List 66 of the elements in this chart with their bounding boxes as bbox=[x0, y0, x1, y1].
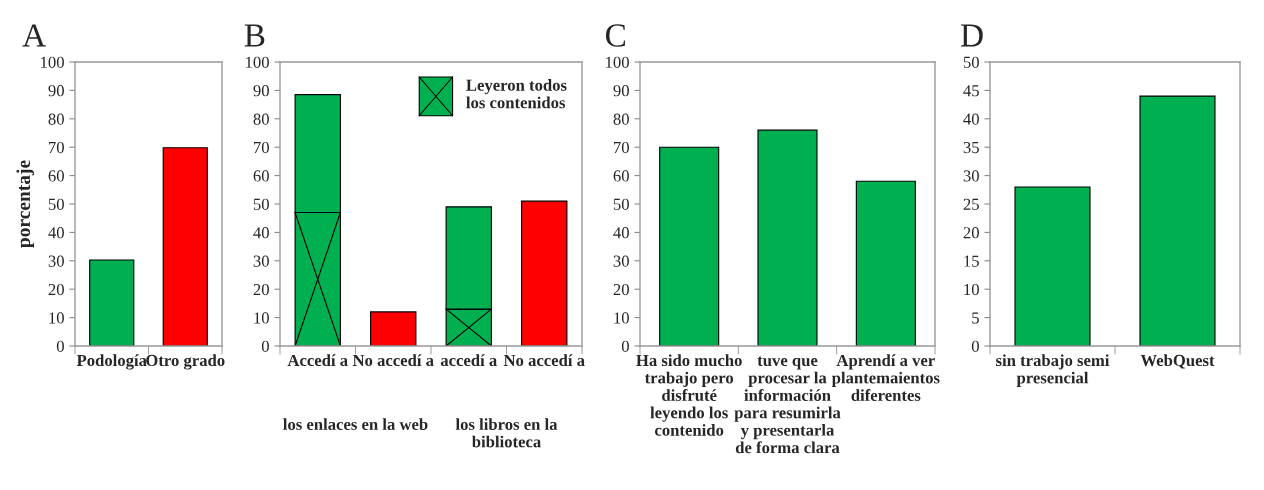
y-tick-label: 100 bbox=[606, 56, 629, 68]
y-tick-label: 20 bbox=[48, 283, 64, 296]
chart-title: C bbox=[605, 24, 625, 47]
y-tick-label: 0 bbox=[261, 340, 269, 352]
y-tick-label: 10 bbox=[964, 283, 979, 296]
bar bbox=[757, 129, 818, 346]
x-tick-label: Otro grado bbox=[146, 354, 225, 370]
text: los libros en la biblioteca bbox=[455, 418, 558, 448]
y-tick-label: 90 bbox=[613, 85, 629, 97]
y-tick-label: 10 bbox=[49, 312, 64, 324]
y-tick-label: 45 bbox=[963, 85, 979, 97]
y-tick-label: 25 bbox=[963, 198, 979, 210]
chart-title: B bbox=[244, 24, 265, 47]
y-tick-label: 50 bbox=[48, 198, 64, 210]
y-tick-label: 60 bbox=[253, 170, 269, 182]
y-tick-label: 100 bbox=[246, 56, 269, 68]
y-tick-label: 70 bbox=[614, 141, 629, 154]
x-tick-label: Accedí a bbox=[287, 354, 348, 367]
x-tick-label: WebQuest bbox=[1140, 354, 1215, 369]
x-tick-label: accedí a bbox=[440, 354, 497, 367]
y-tick-label: 40 bbox=[48, 227, 64, 239]
y-tick-label: 80 bbox=[48, 113, 64, 125]
y-tick-label: 70 bbox=[49, 141, 64, 154]
bar bbox=[521, 200, 568, 346]
y-tick-label: 50 bbox=[253, 198, 269, 210]
x-tick-label: Podología bbox=[76, 354, 147, 370]
y-tick-label: 5 bbox=[972, 312, 979, 324]
y-tick-label: 40 bbox=[613, 227, 629, 239]
y-axis-title: porcentaje bbox=[16, 160, 35, 248]
y-tick-label: 60 bbox=[613, 170, 629, 182]
x-tick-label: sin trabajo semi presencial bbox=[996, 354, 1110, 387]
y-tick-label: 90 bbox=[48, 85, 64, 97]
bar bbox=[855, 180, 916, 346]
x-tick-label: Aprendí a ver plantemaientos diferentes bbox=[831, 354, 940, 401]
y-tick-label: 20 bbox=[253, 283, 269, 296]
y-tick-label: 30 bbox=[253, 255, 269, 267]
y-tick-label: 35 bbox=[963, 141, 979, 154]
y-tick-label: 30 bbox=[613, 255, 629, 267]
y-tick-label: 50 bbox=[963, 56, 979, 68]
y-tick-label: 40 bbox=[253, 227, 269, 239]
y-tick-label: 90 bbox=[253, 85, 269, 97]
y-tick-label: 15 bbox=[964, 255, 979, 267]
chart-title: D bbox=[960, 24, 983, 47]
y-tick-label: 50 bbox=[613, 198, 629, 210]
x-tick-label: No accedí a bbox=[503, 354, 585, 367]
legend-label: Leyeron todos los contenidos bbox=[466, 79, 567, 109]
y-tick-label: 0 bbox=[56, 340, 64, 352]
y-tick-label: 20 bbox=[613, 283, 629, 296]
chart-title: A bbox=[22, 24, 46, 47]
y-tick-label: 10 bbox=[614, 312, 629, 324]
y-tick-label: 20 bbox=[963, 227, 979, 239]
y-tick-label: 0 bbox=[621, 340, 629, 352]
y-tick-label: 70 bbox=[254, 141, 269, 154]
y-tick-label: 0 bbox=[971, 340, 979, 352]
y-tick-label: 30 bbox=[963, 170, 979, 182]
y-tick-label: 80 bbox=[253, 113, 269, 125]
bar bbox=[370, 311, 417, 346]
text: los enlaces en la web bbox=[283, 418, 428, 430]
y-tick-label: 60 bbox=[48, 170, 64, 182]
x-tick-label: No accedí a bbox=[352, 354, 434, 367]
y-tick-label: 10 bbox=[254, 312, 269, 324]
y-tick-label: 80 bbox=[613, 113, 629, 125]
y-tick-label: 30 bbox=[48, 255, 64, 267]
bar bbox=[659, 146, 720, 346]
y-tick-label: 40 bbox=[963, 113, 979, 125]
y-tick-label: 100 bbox=[41, 56, 64, 68]
